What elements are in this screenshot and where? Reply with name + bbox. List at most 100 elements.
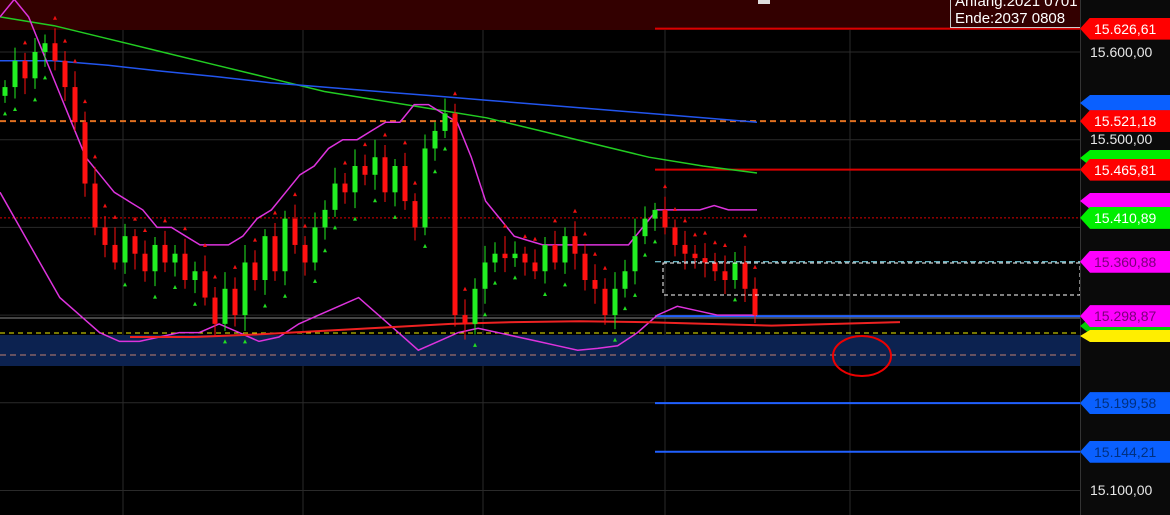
- sar-marker: [753, 264, 757, 269]
- levels: [0, 27, 1080, 453]
- candle-body: [342, 183, 348, 193]
- candle-body: [692, 253, 698, 259]
- sar-marker: [123, 282, 127, 287]
- sar-marker: [333, 225, 337, 230]
- candle-body: [272, 236, 278, 272]
- candle-body: [322, 209, 328, 228]
- sar-marker: [253, 237, 257, 242]
- sar-marker: [233, 264, 237, 269]
- candle-body: [492, 253, 498, 263]
- price-chart[interactable]: [0, 0, 1080, 515]
- sar-marker: [393, 214, 397, 219]
- hidden-tag-blue: [1080, 95, 1170, 111]
- candle-body: [302, 244, 308, 263]
- indicator-overlays: [0, 0, 901, 352]
- candle-body: [52, 43, 58, 61]
- candle-body: [402, 166, 408, 202]
- sar-marker: [593, 251, 597, 256]
- sar-marker: [83, 99, 87, 104]
- sar-marker: [493, 280, 497, 285]
- sar-marker: [443, 146, 447, 151]
- ma-blue-line: [0, 60, 758, 123]
- bollinger-upper: [0, 0, 757, 246]
- sar-marker: [463, 286, 467, 291]
- candle-body: [42, 43, 48, 52]
- sar-marker: [473, 342, 477, 347]
- candle-body: [472, 288, 478, 324]
- support-zone: [0, 335, 1080, 366]
- sar-marker: [73, 58, 77, 63]
- grid: [0, 30, 1080, 515]
- ma-green-line: [0, 16, 758, 174]
- price-tag: 15.199,58: [1080, 392, 1170, 415]
- tick-15100: 15.100,00: [1090, 482, 1153, 498]
- candle-body: [22, 60, 28, 79]
- sar-marker: [693, 232, 697, 237]
- tick-15500: 15.500,00: [1090, 131, 1153, 147]
- candle-body: [452, 113, 458, 316]
- sar-marker: [643, 252, 647, 257]
- sar-marker: [323, 248, 327, 253]
- candle-body: [62, 60, 68, 88]
- candle-body: [682, 244, 688, 254]
- sar-marker: [313, 278, 317, 283]
- sar-marker: [673, 206, 677, 211]
- candle-body: [432, 130, 438, 149]
- sar-marker: [433, 169, 437, 174]
- header-band: [0, 0, 1080, 30]
- sar-marker: [273, 210, 277, 215]
- sar-marker: [523, 234, 527, 239]
- candle-body: [742, 262, 748, 289]
- sar-marker: [573, 208, 577, 213]
- sar-marker: [683, 218, 687, 223]
- candle-body: [612, 288, 618, 316]
- sar-marker: [703, 230, 707, 235]
- candle-body: [352, 166, 358, 193]
- candle-body: [182, 253, 188, 281]
- candle-body: [112, 244, 118, 263]
- sar-marker: [633, 292, 637, 297]
- sar-marker: [33, 97, 37, 102]
- candle-body: [282, 218, 288, 272]
- price-tag: 15.626,61: [1080, 17, 1170, 40]
- candle-body: [332, 183, 338, 210]
- candle-body: [712, 262, 718, 272]
- sar-marker: [623, 306, 627, 311]
- sar-marker: [343, 160, 347, 165]
- info-end: Ende:2037 0808: [955, 10, 1066, 27]
- selection-box[interactable]: [662, 262, 1080, 296]
- sar-marker: [733, 297, 737, 302]
- sar-marker: [303, 223, 307, 228]
- tick-15600: 15.600,00: [1090, 44, 1153, 60]
- candle-body: [482, 262, 488, 289]
- sar-marker: [483, 312, 487, 317]
- sar-marker: [193, 301, 197, 306]
- drawn-circle-annotation[interactable]: [832, 335, 892, 377]
- hidden-tag-yellow: [1080, 330, 1170, 342]
- hidden-tag-magenta: [1080, 193, 1170, 209]
- candle-body: [562, 236, 568, 263]
- candle-body: [462, 315, 468, 324]
- candle-body: [262, 236, 268, 281]
- candle-body: [622, 271, 628, 289]
- candle-body: [202, 271, 208, 298]
- sar-marker: [663, 184, 667, 189]
- sar-marker: [373, 198, 377, 203]
- sar-marker: [723, 242, 727, 247]
- candle-body: [142, 253, 148, 272]
- candle-body: [2, 87, 8, 96]
- price-tag: 15.410,89: [1080, 206, 1170, 229]
- candle-body: [392, 166, 398, 193]
- candle-body: [92, 183, 98, 228]
- candle-body: [32, 52, 38, 79]
- bollinger-lower: [0, 191, 757, 352]
- sar-marker: [563, 282, 567, 287]
- sar-marker: [103, 203, 107, 208]
- sar-marker: [13, 107, 17, 112]
- candle-body: [132, 236, 138, 254]
- sar-marker: [143, 228, 147, 233]
- sar-marker: [713, 240, 717, 245]
- sar-marker: [413, 180, 417, 185]
- sar-marker: [543, 292, 547, 297]
- candle-body: [752, 288, 758, 316]
